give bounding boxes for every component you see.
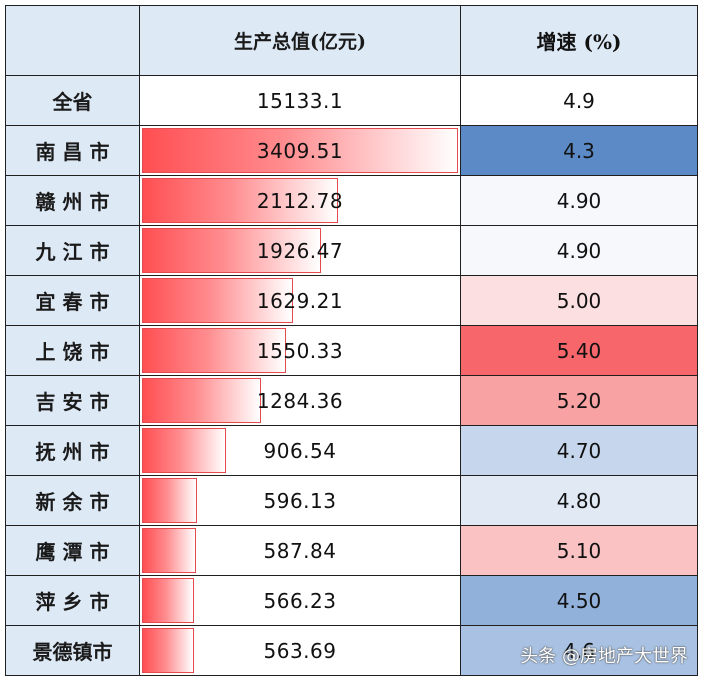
table-row: 宜 春 市 1629.21 5.00	[5, 275, 698, 326]
gdp-data-bar	[142, 128, 458, 173]
gdp-value: 3409.51	[256, 138, 344, 163]
header-growth: 增速 (%)	[460, 5, 698, 76]
growth-cell: 5.20	[460, 375, 698, 426]
growth-cell: 5.40	[460, 325, 698, 376]
row-label: 吉 安 市	[5, 375, 140, 426]
table-row: 九 江 市 1926.47 4.90	[5, 225, 698, 276]
growth-cell: 4.6	[460, 625, 698, 676]
row-label: 抚 州 市	[5, 425, 140, 476]
gdp-cell: 1550.33	[139, 325, 461, 376]
table-row: 新 余 市 596.13 4.80	[5, 475, 698, 526]
growth-cell: 4.90	[460, 175, 698, 226]
gdp-cell-total: 15133.1	[139, 75, 461, 126]
table-row-total: 全省 15133.1 4.9	[5, 75, 698, 126]
gdp-value: 2112.78	[256, 188, 344, 213]
row-label: 鹰 潭 市	[5, 525, 140, 576]
gdp-cell: 596.13	[139, 475, 461, 526]
growth-cell: 4.3	[460, 125, 698, 176]
gdp-data-bar	[142, 578, 194, 623]
table-row: 南 昌 市 3409.51 4.3	[5, 125, 698, 176]
gdp-cell: 1629.21	[139, 275, 461, 326]
table-row: 吉 安 市 1284.36 5.20	[5, 375, 698, 426]
table-row: 鹰 潭 市 587.84 5.10	[5, 525, 698, 576]
growth-cell: 4.80	[460, 475, 698, 526]
gdp-data-bar	[142, 428, 226, 473]
gdp-value: 563.69	[263, 638, 337, 663]
table-row: 景德镇市 563.69 4.6	[5, 625, 698, 676]
gdp-data-bar	[142, 328, 286, 373]
gdp-value: 566.23	[263, 588, 337, 613]
growth-cell: 4.50	[460, 575, 698, 626]
header-corner-cell	[5, 5, 140, 76]
gdp-value: 596.13	[263, 488, 337, 513]
gdp-cell: 563.69	[139, 625, 461, 676]
row-label: 九 江 市	[5, 225, 140, 276]
growth-cell: 5.10	[460, 525, 698, 576]
gdp-data-bar	[142, 528, 196, 573]
gdp-value-total: 15133.1	[256, 88, 344, 113]
gdp-table: 生产总值(亿元) 增速 (%) 全省 15133.1 4.9 南 昌 市 3409…	[5, 5, 698, 676]
table-row: 赣 州 市 2112.78 4.90	[5, 175, 698, 226]
gdp-cell: 2112.78	[139, 175, 461, 226]
gdp-value: 1629.21	[256, 288, 344, 313]
gdp-value: 587.84	[263, 538, 337, 563]
growth-cell: 5.00	[460, 275, 698, 326]
gdp-cell: 566.23	[139, 575, 461, 626]
gdp-cell: 906.54	[139, 425, 461, 476]
row-label: 新 余 市	[5, 475, 140, 526]
gdp-data-bar	[142, 378, 261, 423]
gdp-value: 1926.47	[256, 238, 344, 263]
gdp-data-bar	[142, 228, 321, 273]
gdp-data-bar	[142, 478, 197, 523]
gdp-data-bar	[142, 628, 194, 673]
gdp-cell: 1926.47	[139, 225, 461, 276]
gdp-value: 1550.33	[256, 338, 344, 363]
gdp-cell: 1284.36	[139, 375, 461, 426]
growth-cell: 4.70	[460, 425, 698, 476]
watermark-text: 头条 @房地产大世界	[520, 646, 688, 667]
row-label: 宜 春 市	[5, 275, 140, 326]
gdp-value: 906.54	[263, 438, 337, 463]
table-row: 萍 乡 市 566.23 4.50	[5, 575, 698, 626]
gdp-data-bar	[142, 278, 293, 323]
table-row: 上 饶 市 1550.33 5.40	[5, 325, 698, 376]
row-label-total: 全省	[5, 75, 140, 126]
gdp-data-bar	[142, 178, 338, 223]
header-gdp: 生产总值(亿元)	[139, 5, 461, 76]
gdp-cell: 3409.51	[139, 125, 461, 176]
row-label: 萍 乡 市	[5, 575, 140, 626]
row-label: 上 饶 市	[5, 325, 140, 376]
table-row: 抚 州 市 906.54 4.70	[5, 425, 698, 476]
gdp-value: 1284.36	[256, 388, 344, 413]
row-label: 赣 州 市	[5, 175, 140, 226]
table-header-row: 生产总值(亿元) 增速 (%)	[5, 5, 698, 76]
growth-cell: 4.90	[460, 225, 698, 276]
growth-cell-total: 4.9	[460, 75, 698, 126]
gdp-cell: 587.84	[139, 525, 461, 576]
row-label: 景德镇市	[5, 625, 140, 676]
row-label: 南 昌 市	[5, 125, 140, 176]
